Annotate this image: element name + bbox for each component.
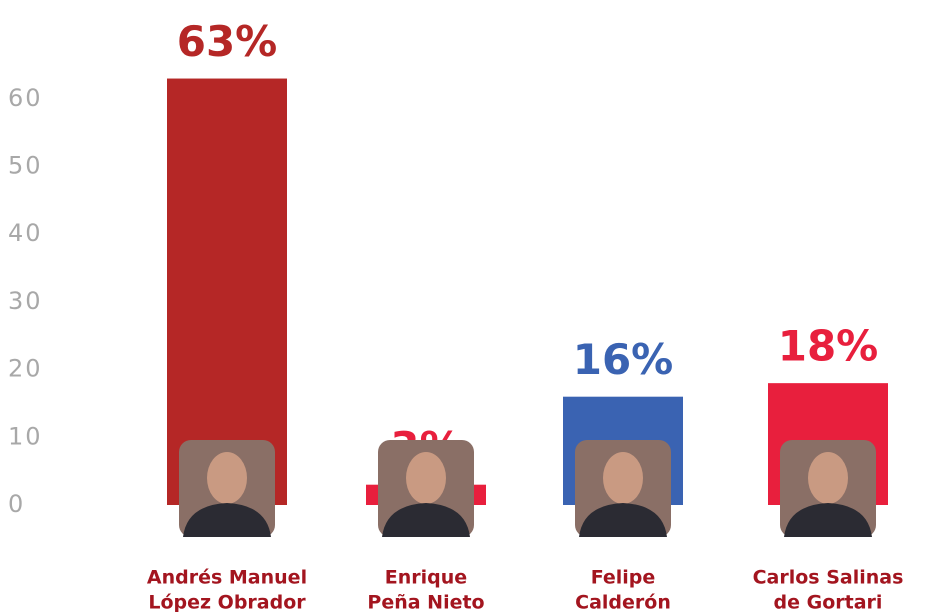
- portrait-face: [808, 452, 848, 504]
- y-tick-label: 0: [8, 490, 25, 518]
- value-label: 16%: [573, 335, 674, 384]
- category-label: Enrique: [385, 567, 467, 589]
- portrait-face: [603, 452, 643, 504]
- value-label: 18%: [778, 322, 879, 371]
- y-tick-label: 50: [8, 152, 43, 180]
- category-label: de Gortari: [774, 592, 883, 612]
- portrait-body: [382, 503, 470, 537]
- category-label: Calderón: [575, 592, 671, 612]
- category-label: Peña Nieto: [367, 592, 484, 612]
- y-tick-label: 20: [8, 355, 43, 383]
- y-tick-label: 10: [8, 422, 43, 450]
- portrait-body: [579, 503, 667, 537]
- portrait: [575, 440, 671, 537]
- category-label: Carlos Salinas: [753, 567, 904, 589]
- portrait-body: [183, 503, 271, 537]
- portrait: [378, 440, 474, 537]
- y-tick-label: 30: [8, 287, 43, 315]
- portrait-body: [784, 503, 872, 537]
- y-tick-label: 60: [8, 84, 43, 112]
- portrait: [179, 440, 275, 537]
- category-label: Felipe: [591, 567, 656, 589]
- portrait: [780, 440, 876, 537]
- y-tick-label: 40: [8, 219, 43, 247]
- portrait-face: [207, 452, 247, 504]
- portrait-face: [406, 452, 446, 504]
- value-label: 63%: [177, 17, 278, 66]
- category-label: López Obrador: [148, 592, 306, 612]
- bar: [167, 78, 287, 506]
- category-label: Andrés Manuel: [147, 567, 307, 589]
